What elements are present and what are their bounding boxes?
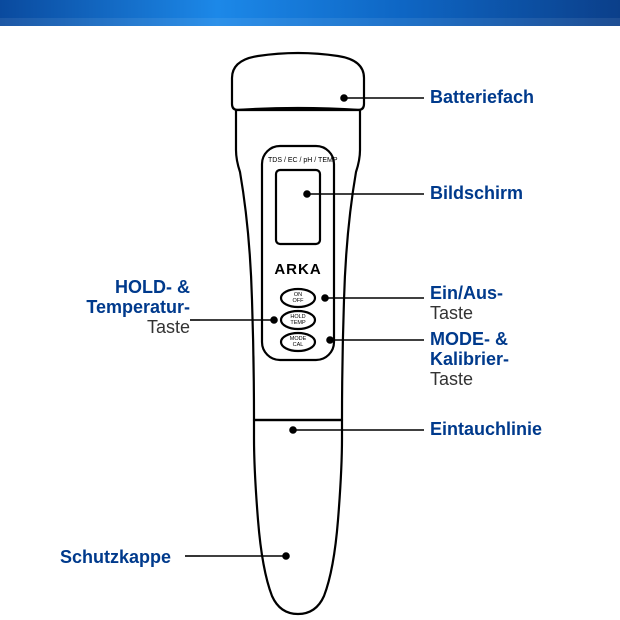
label-hold: HOLD- & Temperatur- Taste (70, 278, 190, 337)
label-hold-sub: Taste (147, 317, 190, 337)
label-hold-bold1: HOLD- & (115, 277, 190, 297)
label-mode-sub: Taste (430, 369, 473, 389)
btn-hold-bot: TEMP (290, 320, 306, 326)
device-mode-text: TDS / EC / pH / TEMP (268, 157, 338, 164)
label-battery: Batteriefach (430, 88, 534, 108)
label-mode-bold1: MODE- & (430, 329, 508, 349)
label-onoff: Ein/Aus- Taste (430, 284, 503, 324)
label-screen: Bildschirm (430, 184, 523, 204)
btn-mode-bot: CAL (293, 342, 304, 348)
label-cap: Schutzkappe (60, 548, 171, 568)
label-dip: Eintauchlinie (430, 420, 542, 440)
label-onoff-sub: Taste (430, 303, 473, 323)
label-mode: MODE- & Kalibrier- Taste (430, 330, 509, 389)
btn-onoff-bot: OFF (293, 298, 305, 304)
label-onoff-bold: Ein/Aus- (430, 283, 503, 303)
diagram-stage: TDS / EC / pH / TEMP ARKA ON OFF HOLD TE… (0, 0, 620, 620)
label-mode-bold2: Kalibrier- (430, 349, 509, 369)
label-hold-bold2: Temperatur- (86, 297, 190, 317)
device-brand: ARKA (274, 261, 321, 278)
